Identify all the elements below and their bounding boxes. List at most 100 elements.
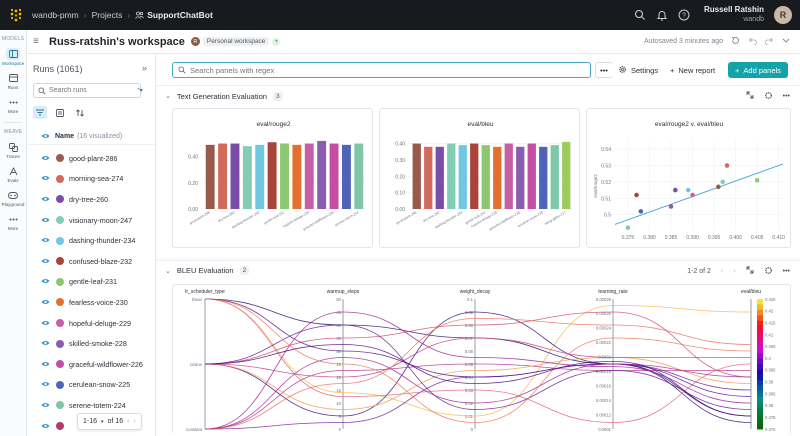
prev-page-icon[interactable]: ‹ [127,418,130,425]
prev-page-icon[interactable]: ‹ [720,267,724,275]
run-row[interactable]: confused-blaze-232 [27,251,155,272]
eye-icon[interactable] [41,422,50,431]
run-row[interactable]: cerulean-snow-225 [27,375,155,396]
next-page-icon[interactable]: › [133,418,136,425]
run-color-dot[interactable] [56,277,64,286]
chevron-down-icon[interactable] [782,38,790,45]
run-row[interactable]: fearless-voice-230 [27,292,155,313]
panel-search-input[interactable] [190,65,570,75]
gear-icon[interactable] [764,266,773,277]
eye-icon[interactable] [41,195,50,204]
run-row[interactable]: gentle-leaf-231 [27,272,155,293]
run-row[interactable]: visionary-moon-247 [27,210,155,231]
rail-item-traces[interactable]: Traces [0,141,26,159]
pager-range[interactable]: 1-16 [83,418,98,425]
rail-item-more[interactable]: More [0,96,26,114]
run-row[interactable]: skilled-smoke-228 [27,333,155,354]
section-header[interactable]: ⌄ BLEU Evaluation 2 1-2 of 2 ‹ › ••• [156,260,800,280]
run-row[interactable]: dry-tree-260 [27,189,155,210]
run-row[interactable]: serene-totem-224 [27,395,155,416]
eye-icon[interactable] [41,154,50,163]
eye-icon[interactable] [41,257,50,266]
chevron-down-icon[interactable]: ⌄ [165,93,171,100]
run-row[interactable]: hopeful-deluge-229 [27,313,155,334]
rail-item-workspace[interactable]: Workspace [0,48,26,66]
chart-panel-parallel[interactable]: lr_scheduler_type linear cosine constant war… [172,284,791,434]
rail-item-runs[interactable]: Runs [0,72,26,90]
run-name[interactable]: dashing-thunder-234 [69,236,136,246]
run-color-dot[interactable] [56,380,64,389]
run-name[interactable]: morning-sea-274 [69,174,124,184]
runs-search-input[interactable] [49,87,129,94]
gear-icon[interactable] [764,91,773,102]
run-name[interactable]: confused-blaze-232 [69,256,133,266]
redo-icon[interactable] [765,37,774,47]
rail-item-more-weave[interactable]: More [0,213,26,231]
next-page-icon[interactable]: › [733,267,736,275]
breadcrumb-projects[interactable]: Projects [91,10,123,20]
more-icon[interactable]: ••• [782,92,790,100]
run-row[interactable]: dashing-thunder-234 [27,230,155,251]
eye-icon[interactable] [41,133,50,141]
run-name[interactable]: good-plant-286 [69,153,118,163]
expand-icon[interactable] [746,266,754,276]
rail-item-evals[interactable]: Evals [0,165,26,183]
run-color-dot[interactable] [56,401,64,410]
eye-icon[interactable] [41,174,50,183]
run-name[interactable]: serene-totem-224 [69,400,126,410]
run-row[interactable]: good-plant-286 [27,148,155,169]
eye-icon[interactable] [41,360,50,369]
run-name[interactable]: fearless-voice-230 [69,297,128,307]
eye-icon[interactable] [41,216,50,225]
history-icon[interactable] [731,36,740,47]
run-name[interactable]: graceful-wildflower-226 [69,359,143,369]
run-name[interactable]: hopeful-deluge-229 [69,318,131,328]
run-color-dot[interactable] [56,319,64,328]
run-name[interactable]: gentle-leaf-231 [69,277,117,287]
eye-icon[interactable] [41,339,50,348]
run-color-dot[interactable] [56,360,64,369]
hamburger-icon[interactable]: ≡ [33,36,39,47]
eye-icon[interactable] [41,319,50,328]
run-color-dot[interactable] [56,257,64,266]
run-name[interactable]: skilled-smoke-228 [69,339,127,349]
more-icon[interactable]: ••• [782,267,790,275]
eye-icon[interactable] [41,380,50,389]
run-color-dot[interactable] [56,298,64,307]
eye-icon[interactable] [41,298,50,307]
sort-icon[interactable] [73,106,87,119]
eye-icon[interactable] [41,401,50,410]
run-name[interactable]: visionary-moon-247 [69,215,133,225]
undo-icon[interactable] [748,37,757,47]
run-color-dot[interactable] [56,154,64,163]
settings-button[interactable]: Settings [612,62,665,78]
breadcrumb-project[interactable]: SupportChatBot [147,10,213,20]
expand-icon[interactable] [746,91,754,101]
regex-toggle-icon[interactable]: *▾ [137,88,143,94]
eye-icon[interactable] [41,277,50,286]
chart-panel-bleu[interactable]: eval/bleu 0.40 0.30 0.20 0.10 0.00 good-plant-… [379,108,580,248]
section-header[interactable]: ⌄ Text Generation Evaluation 3 ••• [156,86,800,106]
user-menu[interactable]: Russell Ratshin wandb [704,5,764,25]
chart-panel-rouge2[interactable]: eval/rouge2 0.40 0.20 0.00 good-plant-286 dry… [172,108,373,248]
search-icon[interactable] [634,9,646,21]
chevron-down-icon[interactable]: ⌄ [165,267,171,275]
filter-icon[interactable] [33,106,47,119]
run-color-dot[interactable] [56,236,64,245]
wandb-logo-icon[interactable] [0,0,32,30]
group-icon[interactable] [53,106,67,119]
eye-icon[interactable] [41,236,50,245]
breadcrumb-entity[interactable]: wandb-pmm [32,10,79,20]
add-panels-button[interactable]: + Add panels [728,62,788,78]
run-row[interactable]: morning-sea-274 [27,169,155,190]
chart-panel-scatter[interactable]: eval/rouge2 v. eval/bleu eval/rouge2 0.54 0… [586,108,791,248]
run-name[interactable]: cerulean-snow-225 [69,380,131,390]
new-report-button[interactable]: + New report [664,62,722,78]
run-color-dot[interactable] [56,339,64,348]
chevron-down-icon[interactable]: ▾ [101,418,104,425]
plus-icon[interactable]: + [272,37,281,46]
run-row[interactable]: graceful-wildflower-226 [27,354,155,375]
more-options-button[interactable]: ••• [595,62,613,78]
help-icon[interactable]: ? [678,9,690,21]
run-color-dot[interactable] [56,174,64,183]
